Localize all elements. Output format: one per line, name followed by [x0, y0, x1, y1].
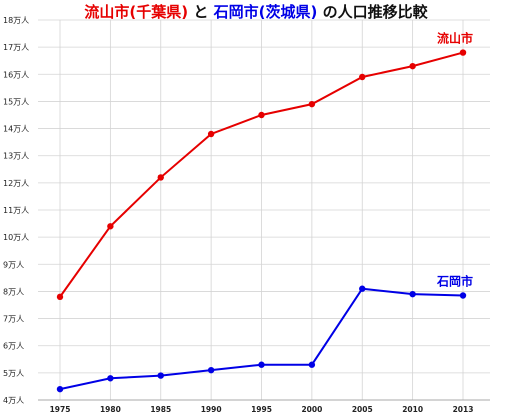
data-point — [157, 372, 164, 379]
x-tick-label: 1985 — [150, 405, 171, 414]
data-point — [258, 111, 265, 119]
x-tick-label: 1975 — [50, 405, 71, 414]
y-tick-label: 6万人 — [3, 342, 24, 351]
series-label-nagareyama: 流山市 — [437, 31, 473, 46]
data-point — [258, 361, 265, 368]
data-point — [409, 290, 416, 298]
data-point — [459, 292, 467, 299]
data-point — [56, 293, 64, 301]
series-label-ishioka: 石岡市 — [436, 274, 473, 289]
x-tick-label: 2010 — [402, 405, 423, 414]
y-axis: 4万人 5万人 6万人 7万人 8万人 9万人 10万人 11万人 12万人 13万人 14万人 15… — [3, 16, 29, 405]
x-tick-label: 1980 — [100, 405, 121, 414]
y-tick-label: 8万人 — [3, 287, 24, 296]
y-tick-label: 11万人 — [3, 206, 29, 215]
data-point — [107, 375, 114, 382]
series-points — [56, 49, 467, 393]
data-point — [157, 174, 164, 181]
title-part-nagareyama: 流山市(千葉県) — [84, 3, 188, 21]
data-point — [207, 130, 215, 138]
x-tick-label: 1995 — [251, 405, 272, 414]
y-tick-label: 14万人 — [3, 125, 29, 134]
y-tick-label: 15万人 — [3, 97, 29, 106]
y-tick-label: 12万人 — [3, 179, 29, 188]
x-axis: 1975 1980 1985 1990 1995 2000 2005 2010 2013 — [38, 399, 490, 414]
data-point — [207, 366, 215, 374]
data-point — [409, 62, 416, 70]
y-tick-label: 16万人 — [3, 70, 29, 79]
data-point — [359, 285, 366, 292]
title-part-to: と — [193, 3, 213, 21]
y-tick-label: 7万人 — [3, 315, 24, 324]
y-tick-label: 4万人 — [3, 396, 24, 405]
y-tick-label: 10万人 — [3, 233, 29, 242]
y-tick-label: 5万人 — [3, 369, 24, 378]
data-point — [107, 223, 114, 230]
data-point — [308, 100, 316, 108]
grid-lines — [38, 19, 490, 401]
x-tick-label: 1990 — [201, 405, 222, 414]
data-point — [359, 73, 366, 81]
data-point — [56, 385, 64, 393]
y-tick-label: 13万人 — [3, 152, 29, 161]
data-point — [459, 49, 467, 56]
y-tick-label: 18万人 — [3, 16, 29, 25]
y-tick-label: 17万人 — [3, 43, 29, 52]
x-tick-label: 2013 — [453, 405, 474, 414]
x-tick-label: 2000 — [301, 405, 322, 414]
title-part-suffix: の人口推移比較 — [323, 3, 429, 21]
x-tick-label: 2005 — [352, 405, 373, 414]
chart-title: 流山市(千葉県) と 石岡市(茨城県) の人口推移比較 — [84, 3, 428, 21]
y-tick-label: 9万人 — [3, 260, 24, 269]
data-point — [308, 361, 316, 368]
title-part-ishioka: 石岡市(茨城県) — [213, 3, 318, 21]
